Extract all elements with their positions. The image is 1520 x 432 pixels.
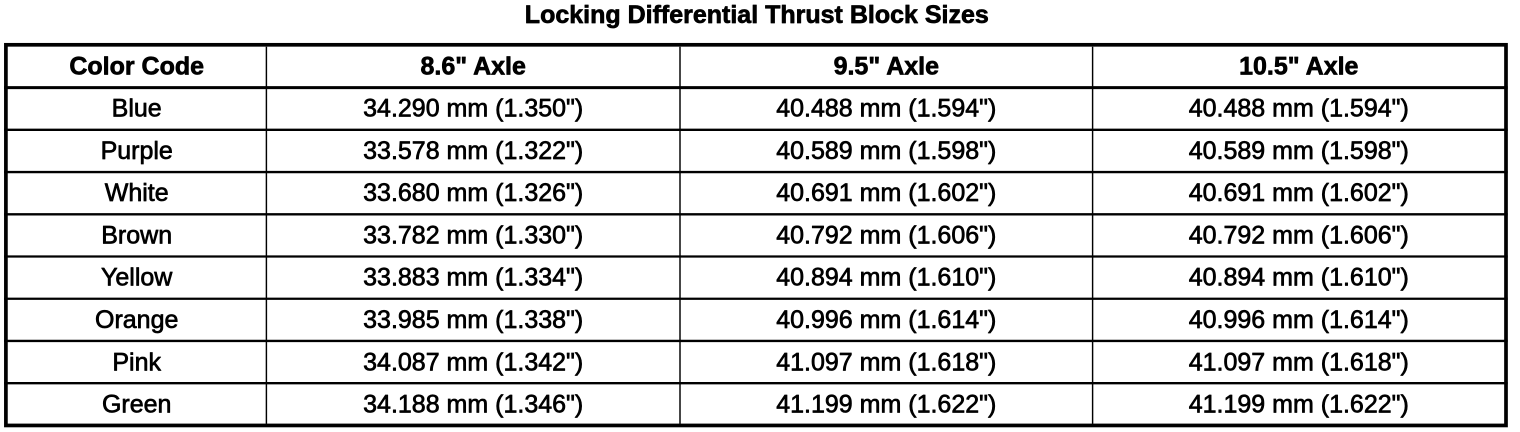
svg-text:Yellow: Yellow [101,264,173,292]
svg-text:34.290 mm (1.350"): 34.290 mm (1.350") [363,95,583,123]
svg-text:40.691 mm (1.602"): 40.691 mm (1.602") [1189,179,1409,207]
svg-text:40.589 mm (1.598"): 40.589 mm (1.598") [1189,137,1409,165]
svg-text:33.680 mm (1.326"): 33.680 mm (1.326") [363,179,583,207]
svg-text:33.985 mm (1.338"): 33.985 mm (1.338") [363,306,583,334]
svg-text:Purple: Purple [101,137,173,165]
svg-text:40.792 mm (1.606"): 40.792 mm (1.606") [776,221,996,249]
svg-text:Blue: Blue [112,95,162,123]
svg-text:40.996 mm (1.614"): 40.996 mm (1.614") [776,306,996,334]
svg-text:40.691 mm (1.602"): 40.691 mm (1.602") [776,179,996,207]
svg-text:White: White [105,179,169,207]
svg-text:41.199 mm (1.622"): 41.199 mm (1.622") [1189,391,1409,419]
svg-text:41.097 mm (1.618"): 41.097 mm (1.618") [776,348,996,376]
svg-text:Orange: Orange [95,306,178,334]
svg-text:40.488 mm (1.594"): 40.488 mm (1.594") [776,95,996,123]
svg-text:40.488 mm (1.594"): 40.488 mm (1.594") [1189,95,1409,123]
svg-text:Pink: Pink [112,348,161,376]
svg-text:9.5" Axle: 9.5" Axle [834,53,940,81]
svg-text:40.894 mm (1.610"): 40.894 mm (1.610") [776,264,996,292]
svg-text:33.782 mm (1.330"): 33.782 mm (1.330") [363,221,583,249]
svg-text:10.5" Axle: 10.5" Axle [1239,53,1358,81]
svg-text:40.792 mm (1.606"): 40.792 mm (1.606") [1189,221,1409,249]
svg-text:Green: Green [102,391,171,419]
svg-text:Locking Differential Thrust Bl: Locking Differential Thrust Block Sizes [525,1,989,29]
svg-text:40.996 mm (1.614"): 40.996 mm (1.614") [1189,306,1409,334]
svg-text:Brown: Brown [101,221,172,249]
svg-text:Color Code: Color Code [69,53,204,81]
svg-text:40.894 mm (1.610"): 40.894 mm (1.610") [1189,264,1409,292]
svg-text:8.6" Axle: 8.6" Axle [420,53,526,81]
svg-text:34.188 mm (1.346"): 34.188 mm (1.346") [363,391,583,419]
svg-text:33.578 mm (1.322"): 33.578 mm (1.322") [363,137,583,165]
svg-text:41.097 mm (1.618"): 41.097 mm (1.618") [1189,348,1409,376]
svg-text:41.199 mm (1.622"): 41.199 mm (1.622") [776,391,996,419]
svg-text:33.883 mm (1.334"): 33.883 mm (1.334") [363,264,583,292]
svg-text:40.589 mm (1.598"): 40.589 mm (1.598") [776,137,996,165]
svg-text:34.087 mm (1.342"): 34.087 mm (1.342") [363,348,583,376]
